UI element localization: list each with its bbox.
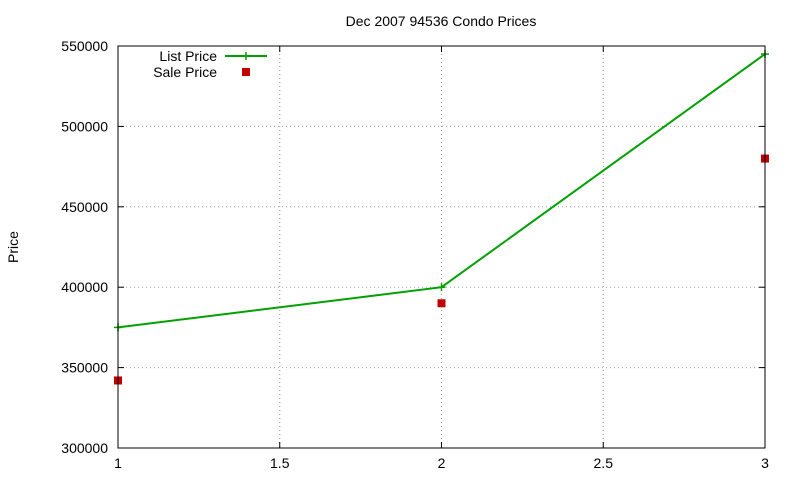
y-tick-label: 450000 — [61, 199, 108, 215]
axis-ticks: 1 1.5 2 2.5 3 300000 350000 400000 450000 500000 5… — [61, 38, 769, 471]
y-tick-label: 550000 — [61, 38, 108, 54]
x-tick-label: 2 — [438, 455, 446, 471]
y-tick-label: 400000 — [61, 279, 108, 295]
x-tick-label: 1 — [114, 455, 122, 471]
x-tick-label: 1.5 — [270, 455, 290, 471]
legend-label-sale-price: Sale Price — [153, 64, 217, 80]
legend-marker-sale-price — [242, 68, 250, 76]
list-price-point — [437, 283, 446, 292]
x-tick-label: 3 — [761, 455, 769, 471]
legend-marker-list-price — [242, 52, 250, 60]
y-tick-label: 300000 — [61, 440, 108, 456]
legend-label-list-price: List Price — [159, 48, 217, 64]
plot-frame — [117, 45, 766, 449]
y-tick-label: 350000 — [61, 360, 108, 376]
y-axis-label: Price — [5, 231, 21, 263]
sale-price-point — [437, 299, 446, 308]
grid — [118, 46, 765, 448]
y-tick-label: 500000 — [61, 118, 108, 134]
chart-title: Dec 2007 94536 Condo Prices — [346, 13, 537, 29]
x-tick-label: 2.5 — [594, 455, 614, 471]
